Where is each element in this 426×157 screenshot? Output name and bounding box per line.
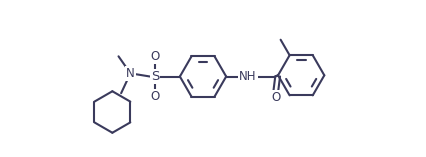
Text: O: O [150, 50, 160, 63]
Text: S: S [151, 70, 159, 83]
Text: O: O [271, 91, 280, 104]
Text: O: O [150, 90, 160, 103]
Text: N: N [126, 67, 135, 80]
Text: NH: NH [239, 70, 257, 83]
